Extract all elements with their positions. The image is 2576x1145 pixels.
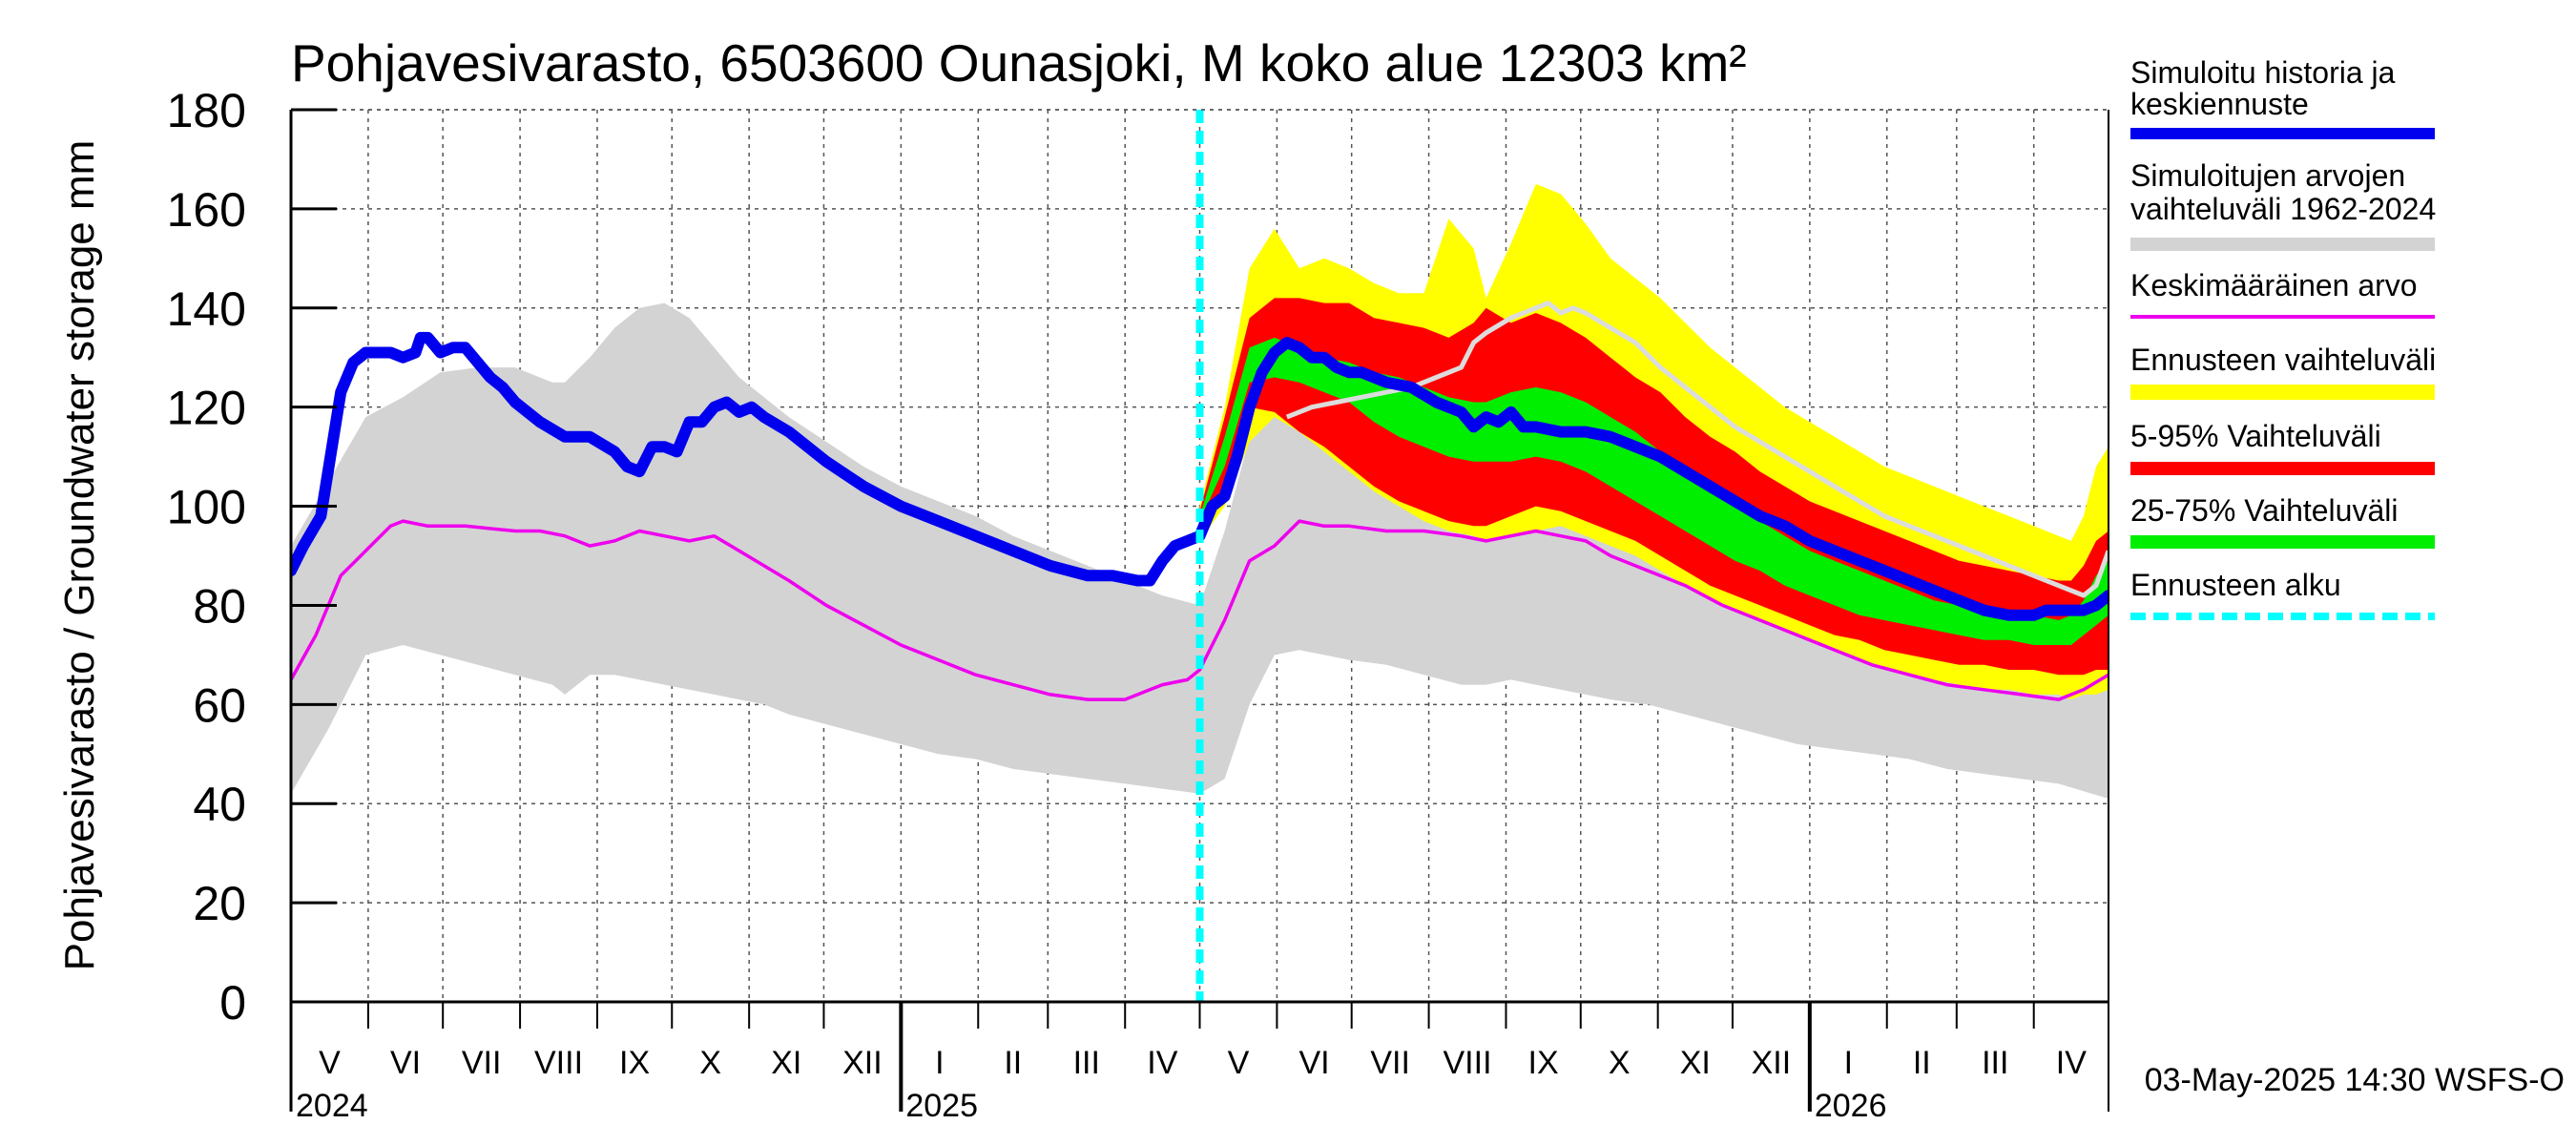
month-label-10: III: [1073, 1045, 1100, 1081]
month-label-23: IV: [2056, 1045, 2087, 1081]
y-tick-label-120: 120: [167, 382, 246, 435]
mean-value-line: [291, 519, 2109, 701]
y-tick-label-160: 160: [167, 183, 246, 237]
year-label-2026: 2026: [1815, 1088, 1887, 1124]
legend-label-5: 25-75% Vaihteluväli: [2130, 493, 2398, 528]
month-label-21: II: [1913, 1045, 1931, 1081]
simulated-history-line: [1285, 301, 2109, 598]
month-label-1: VI: [390, 1045, 421, 1081]
month-label-5: X: [699, 1045, 721, 1081]
month-label-6: XI: [771, 1045, 801, 1081]
legend-label-4: 5-95% Vaihteluväli: [2130, 419, 2381, 453]
legend-label-6: Ennusteen alku: [2130, 568, 2341, 602]
legend-item-0: Simuloitu historia ja keskiennuste: [2130, 55, 2435, 139]
month-label-18: XI: [1680, 1045, 1711, 1081]
legend-label-1: Simuloitujen arvojen vaihteluväli 1962-20…: [2130, 158, 2436, 226]
legend-item-3: Ennusteen vaihteluväli: [2130, 343, 2436, 400]
x-axis-year-labels: 2024 2025 2026: [296, 1002, 1886, 1124]
y-axis-ticks: 0 20 40 60 80 100 120 140 160 180: [167, 84, 337, 1030]
month-label-22: III: [1982, 1045, 2008, 1081]
y-tick-label-40: 40: [193, 778, 246, 831]
series-layer: [291, 183, 2109, 800]
timestamp-label: 03-May-2025 14:30 WSFS-O: [2145, 1062, 2565, 1098]
legend-item-1: Simuloitujen arvojen vaihteluväli 1962-20…: [2130, 158, 2436, 251]
y-axis-label: Pohjavesivarasto / Groundwater storage m…: [56, 140, 103, 971]
month-label-2: VII: [462, 1045, 502, 1081]
y-tick-label-140: 140: [167, 282, 246, 336]
legend: Simuloitu historia ja keskiennusteSimuloi…: [2130, 55, 2436, 620]
legend-item-6: Ennusteen alku: [2130, 568, 2435, 620]
month-label-19: XII: [1752, 1045, 1792, 1081]
y-tick-label-20: 20: [193, 877, 246, 930]
legend-item-4: 5-95% Vaihteluväli: [2130, 419, 2435, 475]
y-tick-label-0: 0: [219, 976, 246, 1030]
month-label-11: IV: [1147, 1045, 1177, 1081]
chart-title: Pohjavesivarasto, 6503600 Ounasjoki, M k…: [291, 33, 1747, 93]
y-tick-label-100: 100: [167, 481, 246, 534]
month-label-0: V: [319, 1045, 341, 1081]
legend-label-line-1-1: vaihteluväli 1962-2024: [2130, 192, 2436, 226]
month-label-15: VIII: [1444, 1045, 1492, 1081]
y-tick-label-80: 80: [193, 579, 246, 633]
month-label-16: IX: [1528, 1045, 1559, 1081]
year-label-2024: 2024: [296, 1088, 368, 1124]
month-label-13: VI: [1298, 1045, 1329, 1081]
month-label-17: X: [1609, 1045, 1631, 1081]
legend-label-3: Ennusteen vaihteluväli: [2130, 343, 2436, 377]
month-label-7: XII: [842, 1045, 883, 1081]
month-label-4: IX: [619, 1045, 650, 1081]
legend-item-2: Keskimääräinen arvo: [2130, 268, 2435, 319]
month-label-9: II: [1004, 1045, 1022, 1081]
legend-label-line-0-0: Simuloitu historia ja: [2130, 55, 2396, 90]
y-tick-label-180: 180: [167, 84, 246, 137]
month-label-20: I: [1844, 1045, 1853, 1081]
year-label-2025: 2025: [905, 1088, 978, 1124]
x-axis-month-labels: V VI VII VIII IX X XI XII I II III IV V VI VII VIII IX X X…: [319, 1002, 2087, 1081]
legend-label-line-0-1: keskiennuste: [2130, 87, 2309, 121]
y-tick-label-60: 60: [193, 678, 246, 732]
forecast-25-75-band: [1199, 337, 2109, 645]
legend-item-5: 25-75% Vaihteluväli: [2130, 493, 2435, 549]
legend-label-0: Simuloitu historia ja keskiennuste: [2130, 55, 2396, 121]
month-label-14: VII: [1370, 1045, 1410, 1081]
month-label-12: V: [1228, 1045, 1250, 1081]
legend-label-line-1-0: Simuloitujen arvojen: [2130, 158, 2405, 193]
month-label-8: I: [935, 1045, 944, 1081]
legend-label-2: Keskimääräinen arvo: [2130, 268, 2418, 302]
month-label-3: VIII: [534, 1045, 583, 1081]
main-forecast-line: [291, 331, 2109, 621]
